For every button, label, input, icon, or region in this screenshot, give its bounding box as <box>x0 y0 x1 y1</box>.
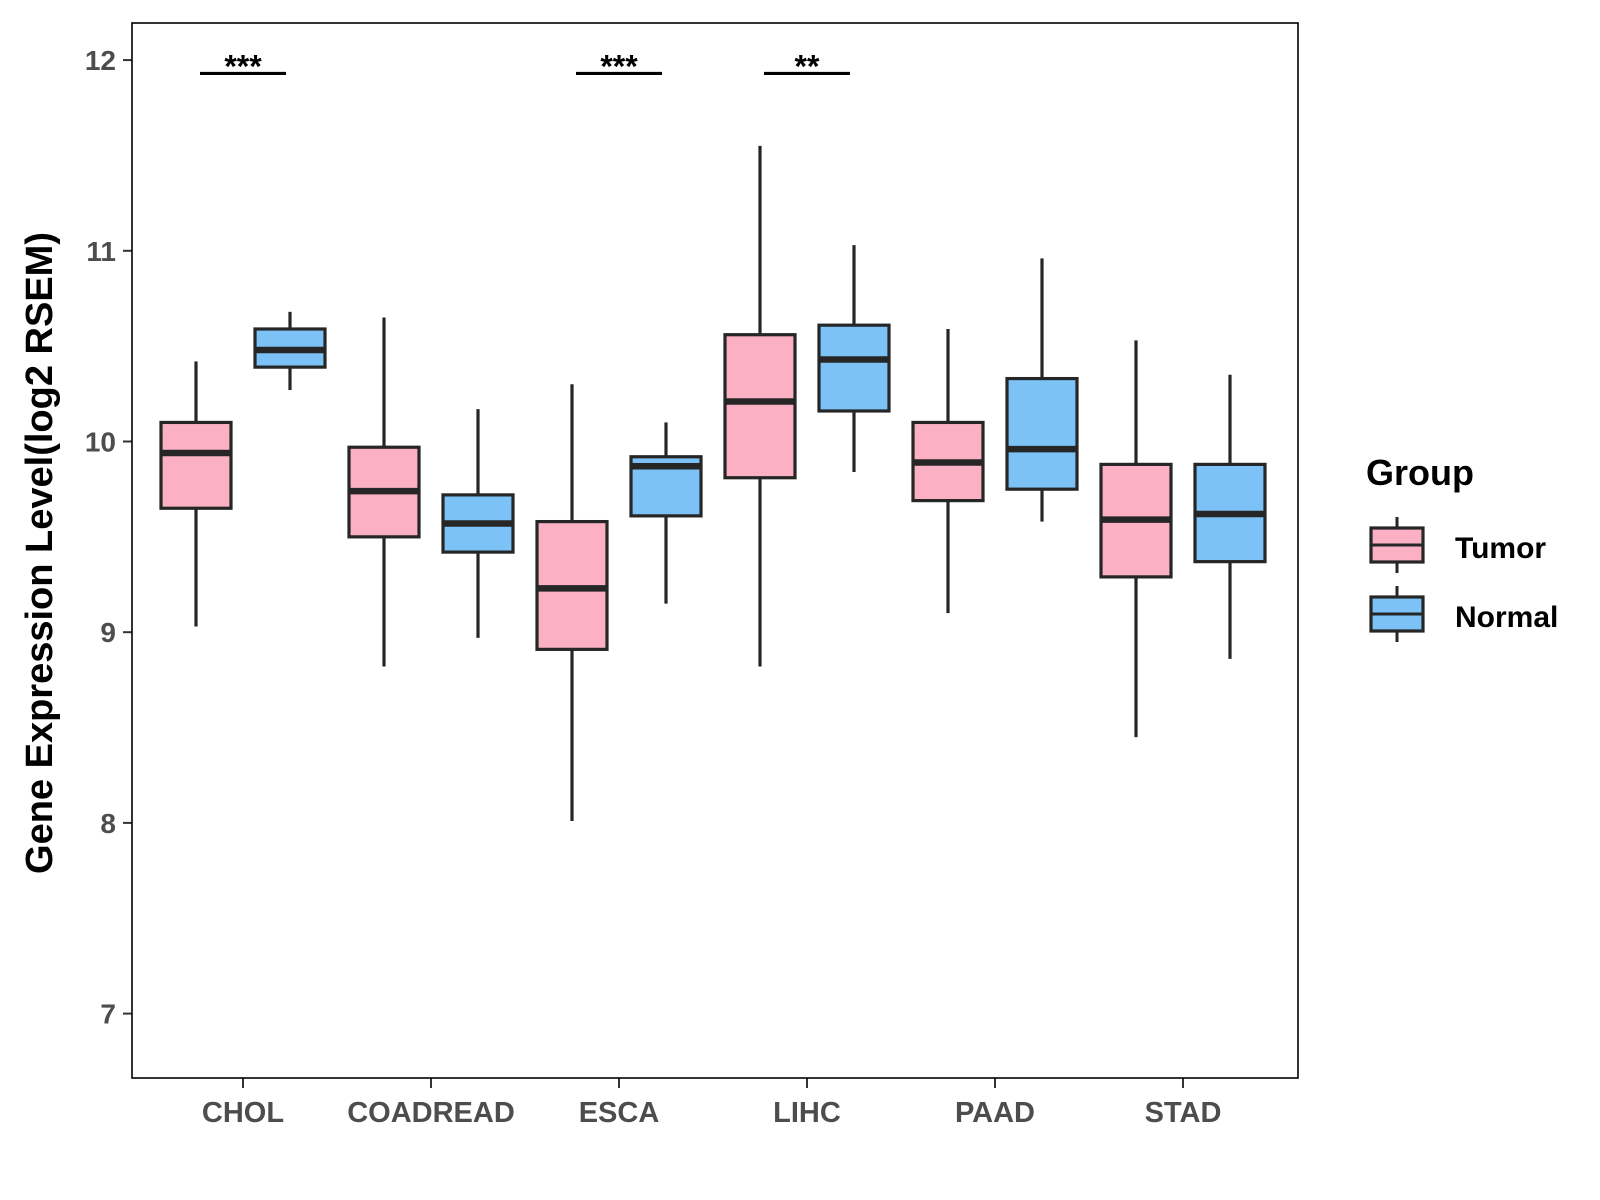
legend-keys <box>1369 517 1425 642</box>
box-iqr <box>817 323 891 413</box>
y-axis: 7 8 9 10 11 12 <box>85 45 132 1030</box>
box-normal-chol <box>253 311 327 391</box>
y-tick-label: 11 <box>86 236 116 267</box>
box-iqr <box>1005 376 1079 491</box>
y-tick-label: 12 <box>85 45 116 76</box>
box-iqr <box>159 420 233 510</box>
y-tick-label: 10 <box>85 427 116 458</box>
x-tick-label-chol: CHOL <box>202 1097 284 1129</box>
boxes <box>159 145 1267 821</box>
significance-label: ** <box>795 48 820 84</box>
legend-title: Group <box>1366 452 1474 493</box>
box-normal-coadread <box>441 409 515 638</box>
box-tumor-esca <box>535 384 609 821</box>
x-tick-label-paad: PAAD <box>955 1097 1035 1129</box>
box-iqr <box>723 333 797 480</box>
y-axis-title: Gene Expression Level(log2 RSEM) <box>19 232 61 874</box>
legend-label-normal: Normal <box>1455 601 1558 634</box>
x-tick-label-lihc: LIHC <box>773 1097 841 1129</box>
legend-key-tumor <box>1369 517 1425 573</box>
box-normal-lihc <box>817 245 891 473</box>
significance-markers: *** *** ** <box>200 48 850 84</box>
box-tumor-lihc <box>723 145 797 667</box>
box-tumor-stad <box>1099 340 1173 738</box>
plot-panel-border <box>131 22 1299 1079</box>
box-normal-esca <box>629 422 703 604</box>
significance-label: *** <box>224 48 262 84</box>
legend: Group Tumor Normal <box>1366 452 1558 642</box>
significance-label: *** <box>600 48 638 84</box>
y-tick-label: 8 <box>100 808 116 839</box>
box-tumor-chol <box>159 361 233 627</box>
x-tick-label-stad: STAD <box>1145 1097 1222 1129</box>
legend-label-tumor: Tumor <box>1455 532 1546 565</box>
y-tick-label: 7 <box>100 999 116 1030</box>
box-normal-paad <box>1005 258 1079 522</box>
box-tumor-paad <box>911 328 985 614</box>
legend-key-normal <box>1369 586 1425 642</box>
x-tick-label-esca: ESCA <box>579 1097 660 1129</box>
box-tumor-coadread <box>347 317 421 667</box>
y-tick-label: 9 <box>100 617 116 648</box>
x-axis: CHOL COADREAD ESCA LIHC PAAD STAD <box>202 1078 1221 1129</box>
box-normal-stad <box>1193 374 1267 659</box>
x-tick-label-coadread: COADREAD <box>347 1097 515 1129</box>
